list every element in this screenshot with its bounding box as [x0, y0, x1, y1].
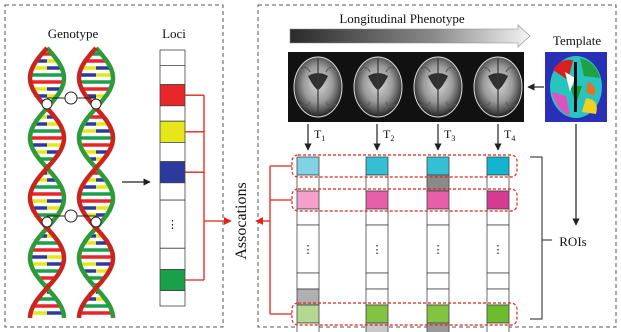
phenotype-label: Longitudinal Phenotype: [339, 11, 465, 26]
brain-sulci: [479, 66, 517, 108]
roi-cell: [486, 304, 510, 324]
dna-strand-red: [76, 46, 116, 319]
genotype-label: Genotype: [48, 26, 99, 41]
snp-marker: [90, 216, 102, 228]
locus-cell: [159, 268, 186, 291]
roi-cell: [426, 190, 450, 210]
locus-cell: [159, 199, 186, 249]
roi-ellipsis: ⋮: [493, 244, 504, 256]
roi-cell: [365, 272, 389, 290]
locus-cell: [159, 182, 186, 201]
roi-cell: [426, 156, 450, 176]
locus-cell: [159, 84, 186, 107]
locus-cell: [159, 65, 186, 86]
roi-association-bracket: [255, 165, 292, 315]
roi-row-highlight: [291, 154, 518, 178]
loci-label: Loci: [162, 26, 186, 41]
associations-label: Assocations: [233, 182, 250, 259]
roi-cell: [426, 272, 450, 290]
snp-marker: [64, 91, 78, 105]
roi-row-highlight: [291, 188, 518, 212]
roi-row-highlight: [291, 302, 518, 326]
template-label: Template: [553, 33, 601, 48]
locus-cell: [159, 105, 186, 122]
roi-row-highlights: [291, 154, 518, 326]
brain-sulci: [359, 66, 397, 108]
dna-strand-red: [27, 46, 67, 319]
roi-cell: [486, 190, 510, 210]
timepoint-label: T1: [314, 127, 325, 143]
rois-bracket: [530, 156, 552, 320]
roi-cell: [426, 322, 450, 332]
snp-marker: [90, 98, 102, 110]
time-gradient-arrow: [289, 24, 531, 48]
roi-cell: [296, 322, 320, 332]
rois-label: ROIs: [559, 234, 586, 249]
brain-sulci: [419, 66, 457, 108]
locus-cell: [159, 141, 186, 162]
roi-cell: [486, 272, 510, 290]
phenotype-panel: [257, 4, 617, 328]
roi-cell: [296, 190, 320, 210]
template-brain-image: [545, 52, 607, 122]
roi-cell: [365, 304, 389, 324]
dna-double-helix-image: [27, 46, 116, 319]
roi-ellipsis: ⋮: [372, 244, 383, 256]
roi-ellipsis: ⋮: [303, 244, 314, 256]
timepoint-label: T3: [444, 127, 455, 143]
roi-cell: [296, 156, 320, 176]
snp-marker: [64, 209, 78, 223]
locus-ellipsis: ⋮: [167, 219, 178, 231]
roi-cell: [426, 304, 450, 324]
locus-cell: [159, 120, 186, 143]
roi-cell: [296, 304, 320, 324]
snp-marker: [41, 98, 53, 110]
snp-marker: [41, 216, 53, 228]
roi-cell: [365, 156, 389, 176]
locus-cell: [159, 247, 186, 270]
roi-cell: [296, 272, 320, 290]
roi-cell: [486, 322, 510, 332]
loci-association-bracket: [185, 94, 232, 281]
roi-cell: [365, 322, 389, 332]
genotype-panel: [4, 4, 224, 328]
brain-sulci: [299, 66, 337, 108]
dna-strand-green: [76, 46, 116, 319]
timepoint-label: T2: [383, 127, 394, 143]
timepoint-label: T4: [504, 127, 515, 143]
roi-ellipsis: ⋮: [433, 244, 444, 256]
locus-cell: [159, 49, 186, 66]
mri-scan-series: [293, 56, 523, 118]
timepoint-columns: T1 ⋮ T2 ⋮ T3 ⋮ T4 ⋮: [296, 124, 515, 332]
locus-cell: [159, 161, 186, 184]
dna-strand-green: [27, 46, 67, 319]
roi-cell: [486, 156, 510, 176]
roi-cell: [365, 190, 389, 210]
locus-cell: [159, 290, 186, 307]
loci-column: ⋮: [159, 49, 186, 307]
